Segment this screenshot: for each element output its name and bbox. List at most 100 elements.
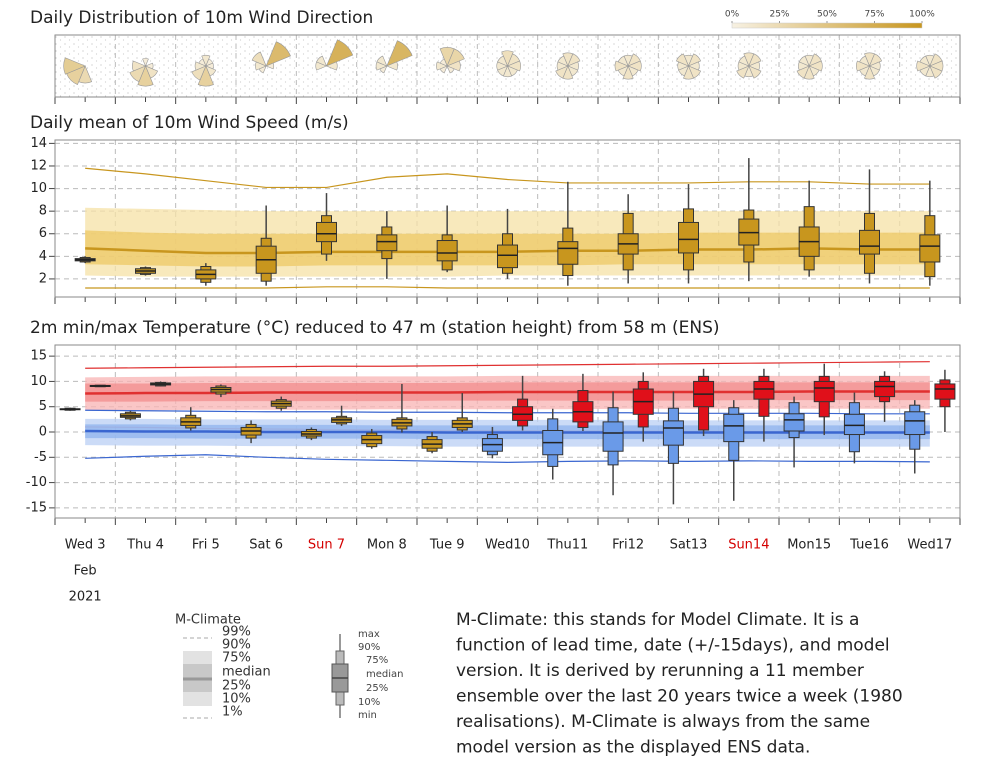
rose-sector <box>856 60 871 72</box>
legend-label: 99% <box>222 625 251 640</box>
legend-label: median <box>366 669 404 680</box>
legend-label: 75% <box>222 651 251 666</box>
y-tick-label: -10 <box>26 475 47 490</box>
legend-label: min <box>358 710 377 721</box>
rose-sector <box>439 58 448 67</box>
legend-label: median <box>222 665 271 680</box>
rose-sector <box>316 55 328 67</box>
x-tick-label: Sun 7 <box>308 538 345 553</box>
box-inner <box>376 234 398 252</box>
rose-sector <box>265 62 275 70</box>
rose-sector <box>194 61 207 71</box>
scale-label: 50% <box>817 10 837 20</box>
panel-title: Daily Distribution of 10m Wind Direction <box>30 8 373 28</box>
x-sublabel: 2021 <box>69 590 102 605</box>
box-inner <box>753 380 775 400</box>
box-inner <box>497 244 518 269</box>
rose-sector <box>325 39 354 67</box>
legend-label: 25% <box>366 683 388 694</box>
x-tick-label: Thu11 <box>546 538 588 553</box>
box-inner <box>436 240 458 262</box>
rose-sector <box>497 55 509 67</box>
legend-label: 25% <box>222 679 251 694</box>
rose-sector <box>446 65 455 74</box>
climate-p1 <box>85 286 930 289</box>
rose-sector <box>265 41 291 67</box>
rose-sector <box>798 55 810 67</box>
rose-sector <box>859 55 871 67</box>
rose-sector <box>198 58 207 67</box>
legend-label: 10% <box>222 692 251 707</box>
y-tick-label: 2 <box>39 271 47 286</box>
y-tick-label: 10 <box>30 181 47 196</box>
scale-label: 25% <box>769 10 789 20</box>
legend-label: 90% <box>358 642 380 653</box>
plot-frame <box>54 34 961 98</box>
rose-sector <box>919 55 931 67</box>
y-tick-label: 14 <box>30 136 47 151</box>
y-tick-label: 6 <box>39 226 47 241</box>
x-tick-label: Tue16 <box>849 538 889 553</box>
climate-p1 <box>85 454 930 463</box>
rose-sector <box>201 54 211 67</box>
y-tick-label: -5 <box>34 450 47 465</box>
legend-label: 75% <box>366 655 388 666</box>
x-tick-label: Wed 3 <box>65 538 106 553</box>
y-tick-label: 10 <box>30 374 47 389</box>
rose-sector <box>132 60 147 72</box>
x-tick-label: Wed10 <box>485 538 530 553</box>
x-tick-label: Sat13 <box>670 538 708 553</box>
panel-title: Daily mean of 10m Wind Speed (m/s) <box>30 113 349 133</box>
rose-sector <box>687 53 702 67</box>
x-tick-label: Mon15 <box>787 538 831 553</box>
legend-label: max <box>358 629 380 640</box>
y-tick-label: -15 <box>26 500 47 515</box>
y-tick-label: 0 <box>39 425 47 440</box>
x-sublabel: Feb <box>74 564 97 579</box>
box-inner <box>557 241 579 265</box>
box-inner <box>919 234 941 263</box>
rose-sector <box>627 60 642 72</box>
x-tick-label: Fri12 <box>612 538 644 553</box>
box-inner <box>813 380 835 403</box>
rose-sector <box>868 53 883 67</box>
box-inner <box>678 221 699 254</box>
rose-sector <box>557 55 569 67</box>
note-line: model version as the displayed ENS data. <box>456 738 810 758</box>
rose-sector <box>614 60 629 72</box>
box-inner <box>934 383 956 400</box>
rose-sector <box>446 60 461 72</box>
rose-sector <box>376 55 388 67</box>
scale-label: 75% <box>864 10 884 20</box>
rose-sector <box>864 65 875 80</box>
rose-sector <box>446 48 465 67</box>
rose-sector <box>501 50 514 67</box>
rose-sector <box>129 65 147 83</box>
note-line: function of lead time, date (+/-15days),… <box>456 636 890 656</box>
y-tick-label: 5 <box>39 399 47 414</box>
rose-sector <box>808 60 823 72</box>
y-tick-label: 12 <box>30 158 47 173</box>
scale-label: 0% <box>725 10 740 20</box>
note-line: version. It is derived by rerunning a 11… <box>456 661 864 681</box>
rose-sector <box>683 65 694 80</box>
x-tick-label: Thu 4 <box>126 538 164 553</box>
rose-sector <box>63 57 86 75</box>
x-tick-label: Tue 9 <box>429 538 465 553</box>
rose-sector <box>748 65 762 79</box>
y-tick-label: 4 <box>39 249 47 264</box>
legend: M-Climate 99% 90% 75% median 25% 10% 1% … <box>175 610 903 758</box>
x-tick-label: Fri 5 <box>192 538 220 553</box>
rose-sector <box>197 65 214 87</box>
plot-frame <box>54 344 961 519</box>
rose-sector <box>916 60 931 72</box>
y-tick-label: 15 <box>30 349 47 364</box>
rose-sector <box>137 65 154 87</box>
x-tick-label: Sat 6 <box>249 538 283 553</box>
rose-sector <box>142 58 149 67</box>
note-line: ensemble over the last 20 years twice a … <box>456 687 903 707</box>
rose-sector <box>748 53 762 67</box>
x-tick-label: Wed17 <box>907 538 952 553</box>
rose-sector <box>736 65 750 79</box>
